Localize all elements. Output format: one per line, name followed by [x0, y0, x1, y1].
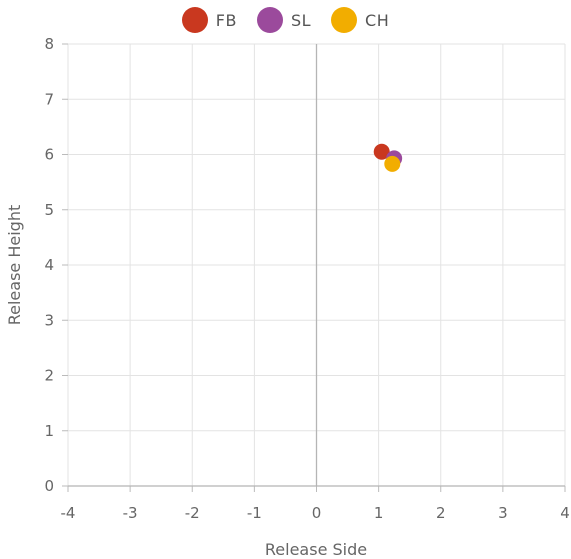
- legend-item-ch[interactable]: CH: [331, 7, 389, 33]
- y-axis-title: Release Height: [5, 205, 24, 326]
- y-tick-label: 3: [44, 311, 54, 329]
- data-point-fb: [373, 143, 390, 160]
- y-tick-label: 2: [44, 367, 54, 385]
- tick-labels: -4 -3 -2 -1 0 1 2 3 4 0 1 2 3 4 5 6 7 8: [44, 35, 569, 522]
- legend-swatch-sl: [256, 7, 283, 33]
- x-tick-label: 0: [312, 504, 322, 522]
- data-points: [373, 143, 403, 172]
- y-tick-label: 7: [44, 90, 54, 108]
- legend-label-sl: SL: [290, 10, 312, 30]
- legend-label-fb: FB: [215, 10, 237, 30]
- y-tick-label: 5: [44, 201, 54, 219]
- x-axis-title: Release Side: [265, 540, 367, 559]
- y-tick-label: 0: [44, 477, 54, 495]
- chart-legend: FB SL CH: [0, 4, 571, 36]
- x-tick-label: 4: [560, 504, 570, 522]
- x-tick-label: -1: [247, 504, 262, 522]
- legend-swatch-ch: [331, 7, 358, 33]
- x-tick-label: -4: [61, 504, 76, 522]
- axes: [62, 43, 566, 492]
- legend-item-sl[interactable]: SL: [256, 7, 312, 33]
- x-tick-label: 1: [374, 504, 384, 522]
- legend-item-fb[interactable]: FB: [181, 7, 237, 33]
- x-tick-label: -3: [123, 504, 138, 522]
- y-tick-label: 1: [44, 422, 54, 440]
- x-tick-label: 3: [498, 504, 508, 522]
- x-tick-label: -2: [185, 504, 200, 522]
- data-point-ch: [384, 155, 401, 172]
- y-tick-label: 8: [44, 35, 54, 53]
- legend-label-ch: CH: [365, 10, 390, 30]
- y-tick-label: 4: [44, 256, 54, 274]
- x-tick-label: 2: [436, 504, 446, 522]
- y-tick-label: 6: [44, 146, 54, 164]
- legend-swatch-fb: [181, 7, 208, 33]
